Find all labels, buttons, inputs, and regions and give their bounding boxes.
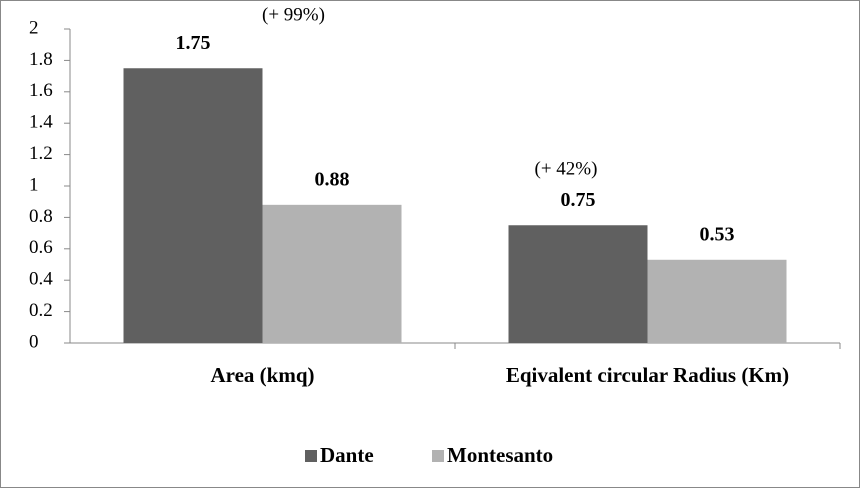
data-label: 0.53: [700, 223, 735, 245]
y-tick-label: 0.8: [29, 206, 53, 227]
bar: [123, 68, 263, 343]
y-tick-label: 2: [29, 17, 39, 38]
legend-label: Dante: [320, 443, 374, 467]
legend-swatch: [432, 450, 444, 462]
annotation: (+ 42%): [535, 158, 598, 179]
x-tick-label-box: Area (kmq): [210, 363, 315, 387]
y-tick-label: 1.8: [29, 49, 53, 70]
data-label: 0.88: [315, 168, 350, 190]
legend-label: Montesanto: [447, 443, 553, 467]
y-tick-label: 1.2: [29, 143, 53, 164]
y-tick-label: 1.4: [29, 112, 53, 133]
y-tick-label: 0.2: [29, 300, 53, 321]
y-tick-label: 0.4: [29, 269, 53, 290]
y-tick-label: 1.6: [29, 80, 53, 101]
bar: [647, 259, 787, 343]
data-label: 1.75: [176, 32, 211, 54]
y-tick-label: 0: [29, 331, 39, 352]
bar: [262, 204, 402, 343]
annotation: (+ 99%): [262, 4, 325, 25]
x-tick-label-box: Eqivalent circular Radius (Km): [505, 363, 790, 387]
data-label: 0.75: [561, 189, 596, 211]
bar: [508, 225, 648, 343]
y-tick-label: 1: [29, 174, 39, 195]
x-tick-label: Eqivalent circular Radius (Km): [505, 363, 790, 387]
y-tick-label: 0.6: [29, 237, 53, 258]
x-tick-label: Area (kmq): [210, 363, 315, 387]
legend-swatch: [305, 450, 317, 462]
